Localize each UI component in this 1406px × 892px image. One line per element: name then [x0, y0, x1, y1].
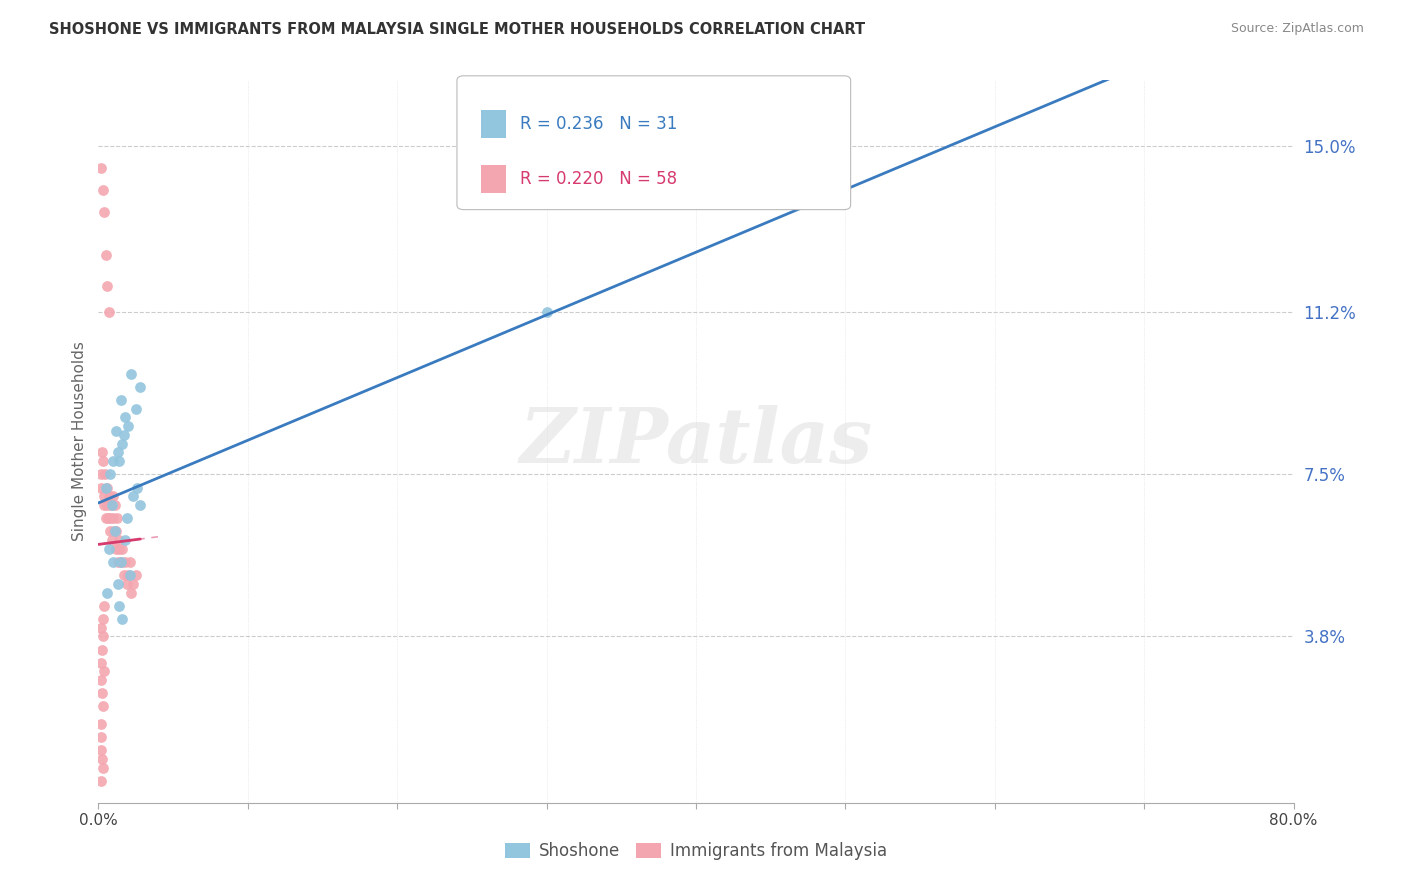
Point: [91, 642, 114, 657]
Point: [91, 686, 114, 700]
Point: [93, 498, 115, 512]
Point: [96, 481, 118, 495]
Point: [91, 752, 114, 766]
Point: [98, 467, 122, 482]
Text: R = 0.220   N = 58: R = 0.220 N = 58: [520, 170, 678, 188]
Point: [90, 467, 112, 482]
Point: [121, 577, 143, 591]
Point: [100, 498, 122, 512]
Point: [96, 585, 118, 599]
Point: [91, 454, 114, 468]
Point: [105, 524, 128, 539]
Point: [834, 192, 856, 206]
Point: [94, 467, 117, 482]
Point: [111, 612, 134, 626]
Point: [103, 555, 125, 569]
Point: [118, 555, 141, 569]
Point: [93, 204, 115, 219]
Point: [107, 533, 129, 547]
Point: [98, 524, 121, 539]
Point: [91, 629, 114, 643]
Point: [125, 568, 148, 582]
Point: [112, 568, 135, 582]
Point: [103, 454, 125, 468]
Point: [118, 568, 141, 582]
Point: [97, 511, 120, 525]
Point: [91, 445, 114, 459]
Point: [117, 419, 139, 434]
Text: SHOSHONE VS IMMIGRANTS FROM MALAYSIA SINGLE MOTHER HOUSEHOLDS CORRELATION CHART: SHOSHONE VS IMMIGRANTS FROM MALAYSIA SIN…: [49, 22, 865, 37]
Point: [536, 305, 558, 319]
Text: Source: ZipAtlas.com: Source: ZipAtlas.com: [1230, 22, 1364, 36]
Point: [103, 511, 125, 525]
Point: [91, 699, 114, 714]
Point: [114, 533, 136, 547]
Point: [104, 498, 127, 512]
Legend: Shoshone, Immigrants from Malaysia: Shoshone, Immigrants from Malaysia: [499, 836, 893, 867]
Point: [129, 380, 152, 394]
Point: [112, 428, 135, 442]
Point: [111, 541, 134, 556]
Point: [115, 577, 138, 591]
Point: [94, 248, 117, 262]
Point: [90, 161, 112, 175]
Point: [107, 577, 129, 591]
Text: R = 0.236   N = 31: R = 0.236 N = 31: [520, 115, 678, 133]
Point: [125, 401, 148, 416]
Point: [90, 773, 112, 788]
Point: [107, 555, 129, 569]
Point: [107, 445, 129, 459]
Point: [103, 524, 125, 539]
Point: [127, 481, 149, 495]
Point: [104, 524, 127, 539]
Point: [94, 511, 117, 525]
Point: [90, 673, 112, 688]
Point: [97, 541, 120, 556]
Point: [114, 410, 136, 425]
Point: [121, 489, 143, 503]
Point: [120, 585, 142, 599]
Point: [105, 424, 128, 438]
Point: [91, 761, 114, 775]
Point: [110, 392, 132, 407]
Point: [117, 568, 139, 582]
Point: [101, 489, 124, 503]
Point: [101, 498, 124, 512]
Point: [104, 541, 127, 556]
Point: [94, 481, 117, 495]
Point: [90, 656, 112, 670]
Point: [101, 533, 124, 547]
Point: [108, 454, 131, 468]
Point: [114, 555, 136, 569]
Point: [105, 511, 128, 525]
Point: [111, 436, 134, 450]
Point: [93, 489, 115, 503]
Point: [91, 612, 114, 626]
Point: [108, 599, 131, 613]
Text: ZIPatlas: ZIPatlas: [519, 405, 873, 478]
Point: [110, 555, 132, 569]
Point: [96, 279, 118, 293]
Point: [93, 599, 115, 613]
Point: [97, 305, 120, 319]
Point: [129, 498, 152, 512]
Point: [90, 481, 112, 495]
Point: [110, 555, 132, 569]
Point: [90, 717, 112, 731]
Point: [108, 541, 131, 556]
Point: [96, 498, 118, 512]
Point: [90, 621, 112, 635]
Point: [98, 511, 122, 525]
Y-axis label: Single Mother Households: Single Mother Households: [72, 342, 87, 541]
Point: [97, 489, 120, 503]
Point: [90, 743, 112, 757]
Point: [115, 511, 138, 525]
Point: [90, 730, 112, 744]
Point: [120, 367, 142, 381]
Point: [93, 665, 115, 679]
Point: [91, 183, 114, 197]
